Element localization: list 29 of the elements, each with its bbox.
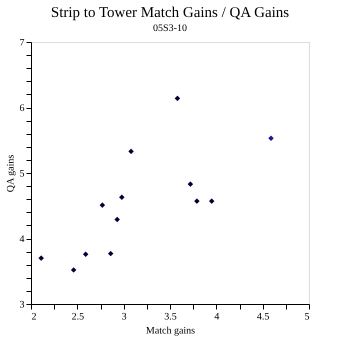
y-tick-label: 6 xyxy=(20,103,24,114)
x-axis-title: Match gains xyxy=(146,326,196,336)
point xyxy=(194,198,200,204)
point xyxy=(108,250,114,256)
point xyxy=(119,194,125,200)
point xyxy=(188,181,194,187)
point xyxy=(82,251,88,257)
point xyxy=(114,216,120,222)
y-tick-label: 3 xyxy=(20,300,24,310)
y-tick-label: 7 xyxy=(20,38,24,48)
point xyxy=(128,148,134,154)
chart-subtitle: 05S3-10 xyxy=(153,23,187,34)
x-tick-label: 3 xyxy=(122,312,127,322)
x-tick-label: 5 xyxy=(304,312,310,322)
point xyxy=(174,96,180,102)
chart-title: Strip to Tower Match Gains / QA Gains xyxy=(50,5,290,21)
point xyxy=(100,202,106,208)
point xyxy=(38,255,44,261)
y-axis-title: QA gains xyxy=(6,154,16,192)
x-tick-label: 4.5 xyxy=(256,312,270,322)
x-tick-label: 3.5 xyxy=(164,312,177,322)
point xyxy=(70,267,76,273)
y-tick-label: 4 xyxy=(20,234,24,245)
x-tick-label: 2 xyxy=(32,312,36,322)
point xyxy=(208,198,214,204)
point xyxy=(268,136,274,142)
x-tick-label: 4 xyxy=(214,312,220,322)
y-tick-label: 5 xyxy=(20,168,24,180)
x-tick-label: 2.5 xyxy=(72,312,84,322)
